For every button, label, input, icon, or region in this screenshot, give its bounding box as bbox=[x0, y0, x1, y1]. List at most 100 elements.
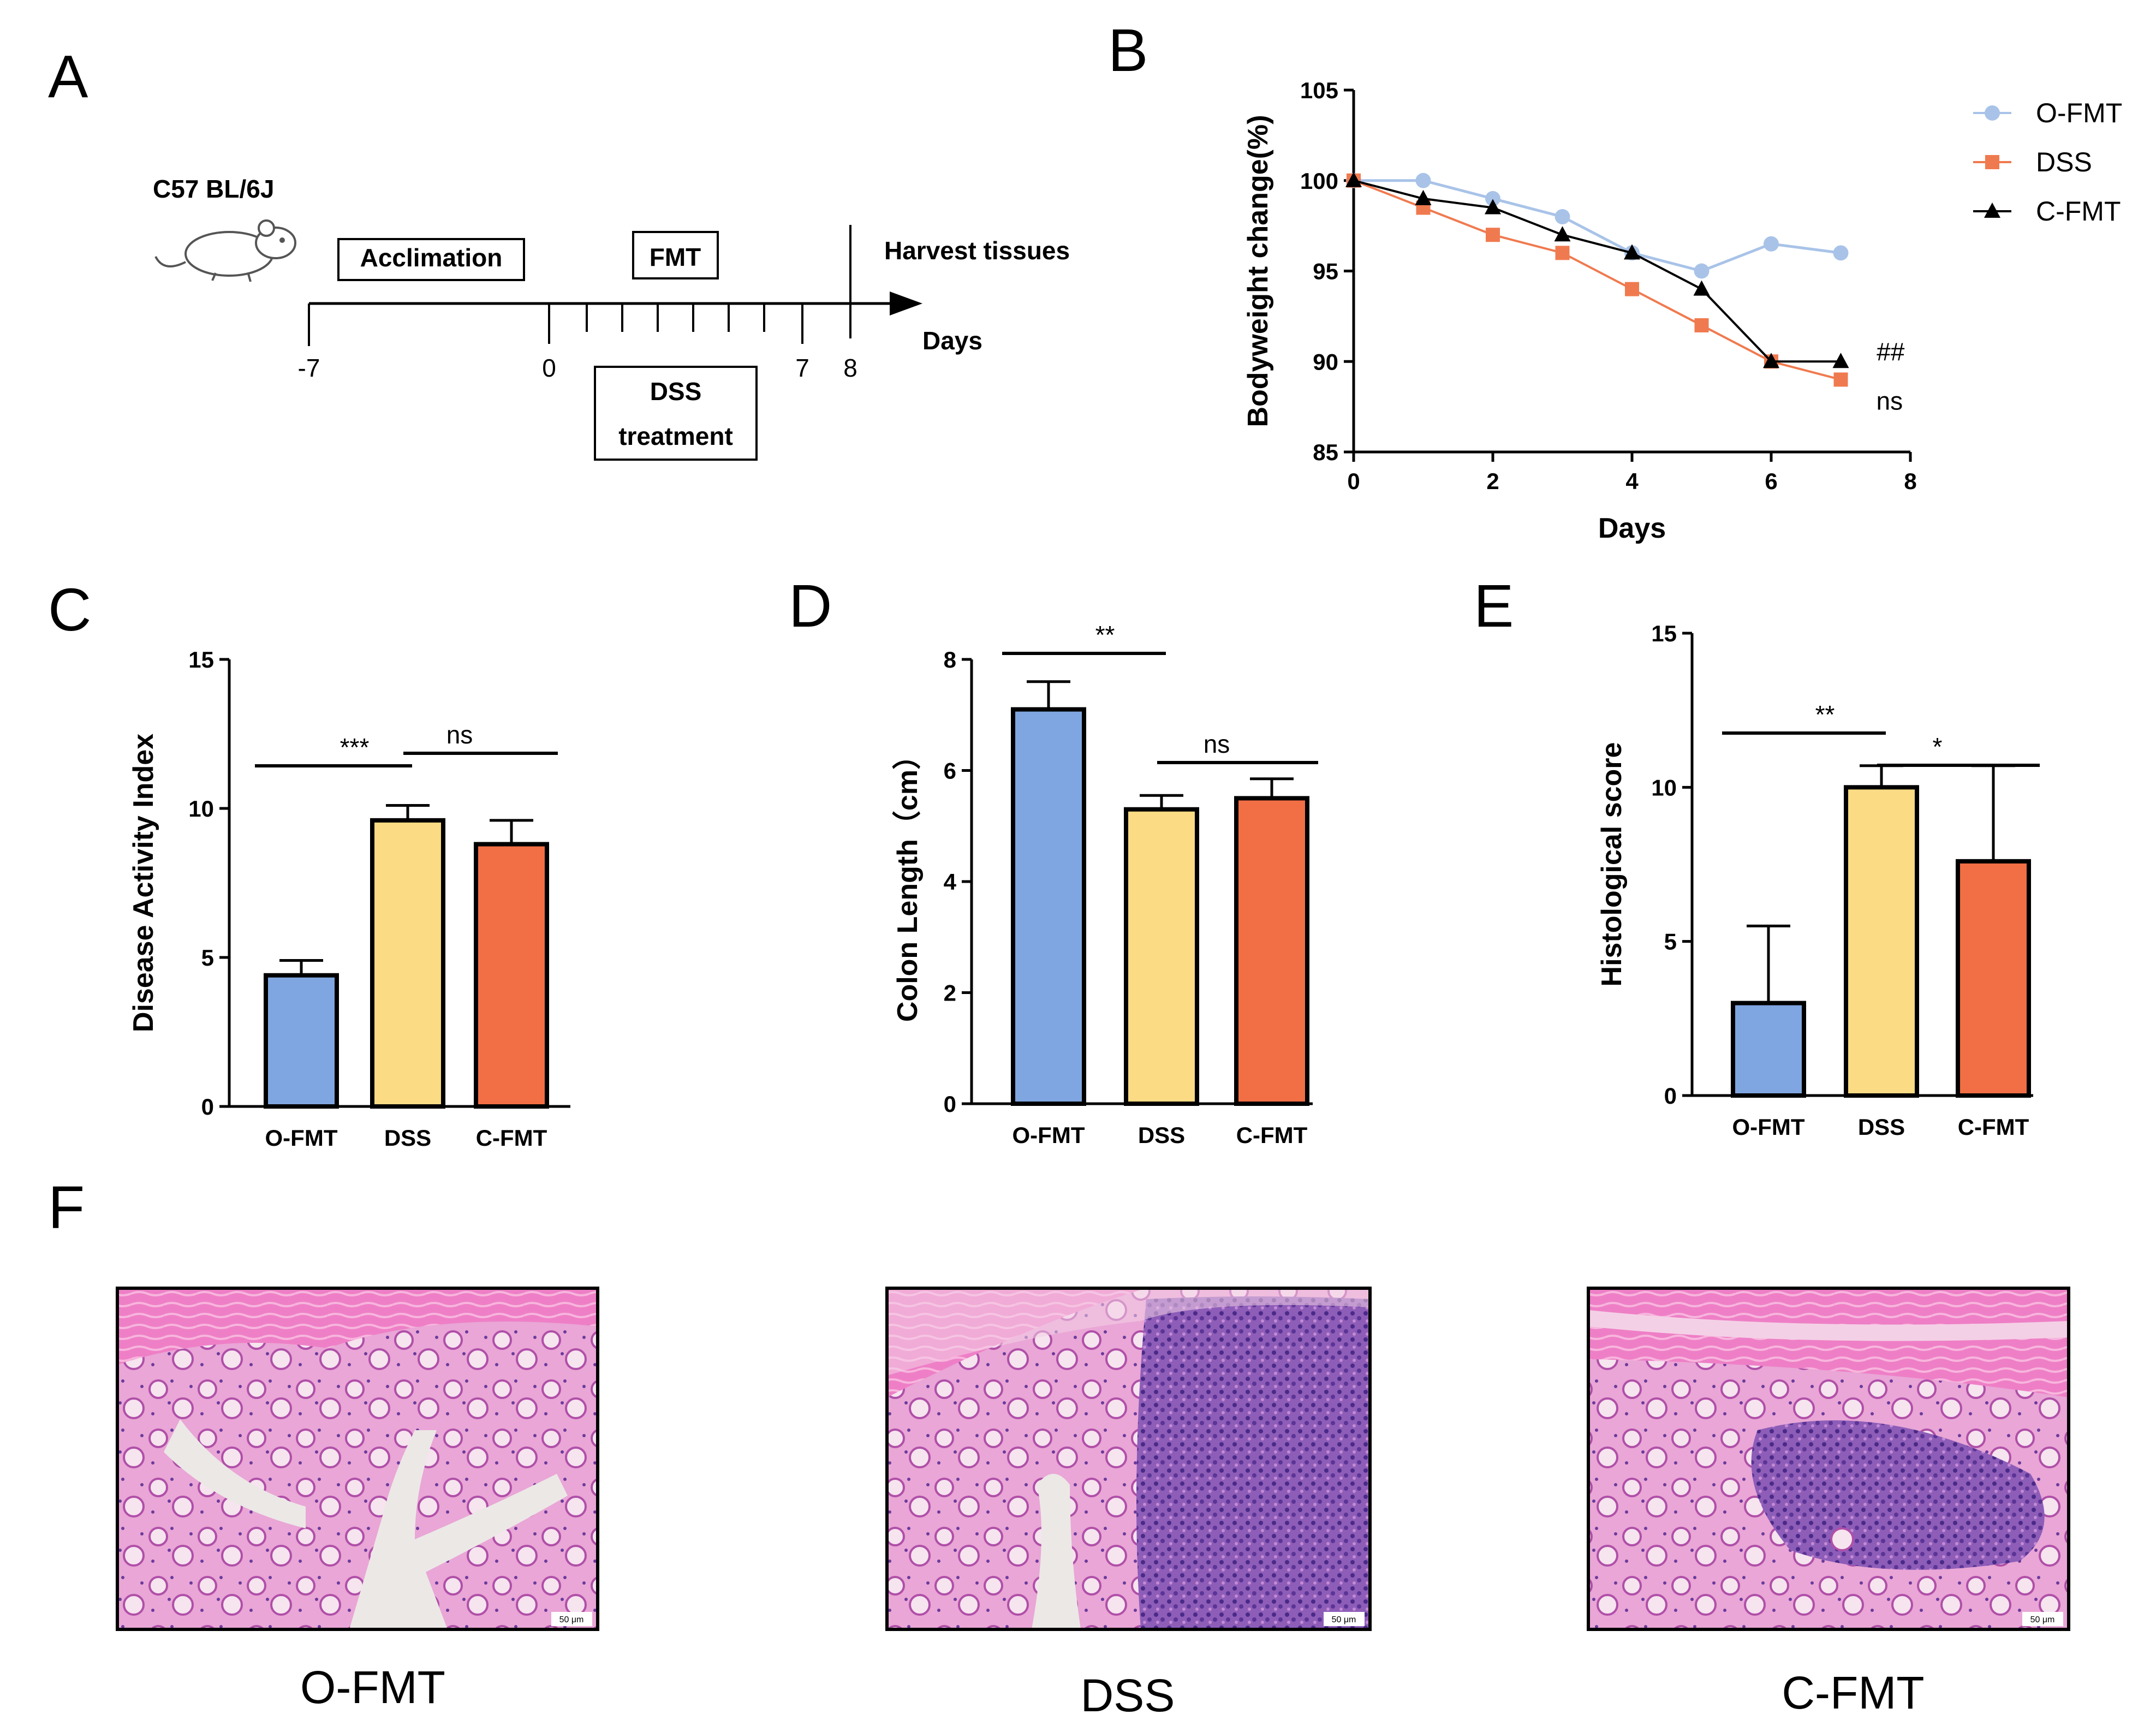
panel-d-bar-chart: 0 2 4 6 8 O-FMT DSS C-FMT Colon Length（cm） ** ns bbox=[892, 621, 1318, 1148]
significance-label-c: ns bbox=[446, 721, 473, 749]
series-line-dss bbox=[1353, 179, 1842, 381]
y-axis-label-e: Histological score bbox=[1596, 742, 1628, 987]
timeline-tick-7: 7 bbox=[795, 354, 809, 382]
data-point-dss bbox=[1625, 282, 1639, 296]
data-point-o-fmt bbox=[1415, 172, 1431, 188]
bar-d-c-fmt bbox=[1234, 796, 1309, 1106]
x-tick-label-c: O-FMT bbox=[265, 1125, 338, 1151]
timeline-day-ticks bbox=[586, 303, 803, 344]
bar-d-o-fmt bbox=[1011, 707, 1086, 1106]
y-tick-label-b: 105 bbox=[1300, 78, 1338, 103]
bar-e-o-fmt bbox=[1731, 1001, 1806, 1098]
panel-f-histology: 50 μm 50 μm 50 μm O-FMT DSS C-FMT bbox=[116, 1287, 2070, 1721]
y-tick-label-d: 2 bbox=[944, 980, 956, 1006]
bar-e-dss bbox=[1844, 785, 1919, 1098]
timeline-tick-0: 0 bbox=[542, 354, 556, 382]
x-tick-label-b: 8 bbox=[1904, 468, 1916, 494]
y-tick-label-e: 0 bbox=[1664, 1083, 1677, 1109]
data-point-o-fmt bbox=[1694, 263, 1710, 279]
fmt-label: FMT bbox=[650, 243, 701, 271]
panel-letter-a: A bbox=[48, 43, 88, 110]
data-point-dss bbox=[1833, 372, 1848, 387]
histology-image-ofmt: 50 μm bbox=[116, 1287, 599, 1631]
data-point-c-fmt bbox=[1763, 353, 1779, 368]
data-point-c-fmt bbox=[1624, 244, 1640, 260]
bar-c-o-fmt bbox=[264, 973, 339, 1109]
y-tick-label-c: 0 bbox=[201, 1094, 214, 1120]
series-line-c-fmt bbox=[1353, 179, 1841, 363]
bar-e-c-fmt bbox=[1956, 859, 2031, 1098]
data-point-dss bbox=[1694, 318, 1709, 332]
x-tick-label-c: DSS bbox=[384, 1125, 431, 1151]
y-tick-label-d: 4 bbox=[944, 869, 957, 895]
panel-letter-e: E bbox=[1474, 573, 1514, 640]
y-tick-label-e: 5 bbox=[1664, 929, 1677, 955]
x-tick-label-c: C-FMT bbox=[476, 1125, 547, 1151]
data-point-dss bbox=[1555, 246, 1570, 260]
significance-label-e: * bbox=[1933, 733, 1943, 761]
data-point-c-fmt bbox=[1345, 171, 1362, 187]
y-tick-label-d: 8 bbox=[944, 647, 956, 672]
bar-d-dss bbox=[1124, 807, 1199, 1106]
timeline-tick-8: 8 bbox=[843, 354, 857, 382]
acclimation-label: Acclimation bbox=[360, 243, 503, 272]
histology-image-dss: 50 μm bbox=[885, 1287, 1372, 1631]
annotation-cfmt: ## bbox=[1877, 337, 1905, 366]
annotation-dss: ns bbox=[1877, 386, 1903, 415]
panel-letter-b: B bbox=[1108, 17, 1148, 84]
data-point-c-fmt bbox=[1554, 226, 1571, 242]
mouse-strain-label: C57 BL/6J bbox=[153, 175, 274, 203]
y-tick-label-d: 6 bbox=[944, 758, 956, 784]
y-tick-label-b: 90 bbox=[1313, 349, 1338, 374]
x-tick-label-d: C-FMT bbox=[1236, 1122, 1308, 1148]
data-point-o-fmt bbox=[1485, 191, 1500, 206]
x-tick-label-e: O-FMT bbox=[1732, 1114, 1805, 1140]
y-tick-label-b: 95 bbox=[1313, 259, 1338, 284]
data-point-o-fmt bbox=[1833, 245, 1849, 261]
timeline-days-label: Days bbox=[922, 326, 982, 355]
panel-letter-c: C bbox=[48, 576, 91, 644]
significance-label-c: *** bbox=[340, 733, 370, 761]
x-tick-label-e: DSS bbox=[1858, 1114, 1905, 1140]
y-tick-label-b: 100 bbox=[1300, 168, 1338, 194]
y-tick-label-c: 10 bbox=[188, 796, 214, 822]
y-tick-label-b: 85 bbox=[1313, 439, 1338, 465]
x-tick-label-b: 2 bbox=[1486, 468, 1499, 494]
data-point-o-fmt bbox=[1764, 236, 1779, 252]
dss-treatment-box bbox=[594, 366, 758, 461]
timeline-arrow bbox=[890, 291, 922, 316]
data-point-c-fmt bbox=[1485, 199, 1501, 215]
y-axis-label-c: Disease Activity Index bbox=[128, 734, 159, 1032]
mouse-icon bbox=[154, 219, 296, 282]
legend-label-c-fmt: C-FMT bbox=[2036, 196, 2121, 227]
histology-scale-ofmt: 50 μm bbox=[559, 1615, 584, 1624]
harvest-label: Harvest tissues bbox=[884, 236, 1070, 265]
data-point-c-fmt bbox=[1832, 353, 1849, 368]
data-point-o-fmt bbox=[1555, 209, 1570, 225]
histology-caption-ofmt: O-FMT bbox=[300, 1662, 445, 1713]
dss-label-line1: DSS bbox=[650, 377, 702, 406]
x-tick-label-b: 0 bbox=[1347, 468, 1360, 494]
x-tick-label-b: 6 bbox=[1765, 468, 1777, 494]
histology-scale-cfmt: 50 μm bbox=[2030, 1615, 2055, 1624]
x-tick-label-b: 4 bbox=[1625, 468, 1639, 494]
histology-caption-dss: DSS bbox=[1081, 1670, 1175, 1721]
histology-caption-cfmt: C-FMT bbox=[1782, 1667, 1924, 1718]
y-tick-label-c: 15 bbox=[188, 647, 214, 672]
fmt-box bbox=[632, 231, 719, 279]
acclimation-box bbox=[337, 238, 525, 281]
histology-image-cfmt: 50 μm bbox=[1587, 1287, 2070, 1631]
histology-scale-dss: 50 μm bbox=[1332, 1615, 1356, 1624]
significance-label-d: ns bbox=[1204, 730, 1230, 758]
x-axis-label-b: Days bbox=[1598, 513, 1666, 544]
y-tick-label-c: 5 bbox=[201, 945, 214, 971]
data-point-c-fmt bbox=[1415, 189, 1432, 205]
timeline-tick-minus7: -7 bbox=[298, 354, 320, 382]
significance-label-e: ** bbox=[1815, 700, 1835, 729]
x-tick-label-d: O-FMT bbox=[1013, 1122, 1085, 1148]
panel-letter-f: F bbox=[48, 1174, 85, 1241]
y-tick-label-e: 15 bbox=[1651, 621, 1677, 646]
series-line-o-fmt bbox=[1354, 179, 1841, 273]
